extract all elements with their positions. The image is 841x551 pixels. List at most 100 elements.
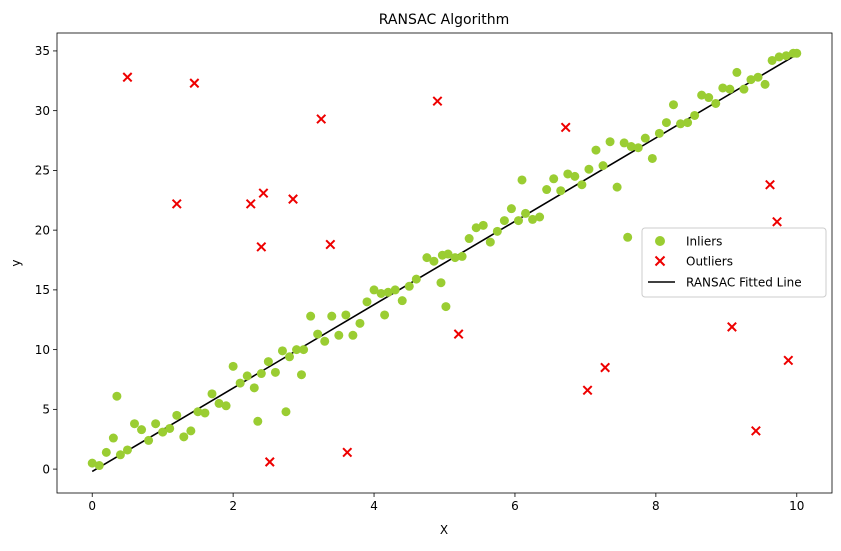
inlier-point bbox=[521, 208, 531, 218]
legend-outliers-marker bbox=[654, 255, 666, 267]
inlier-point bbox=[612, 182, 622, 192]
outlier-point bbox=[245, 198, 256, 209]
inlier-point bbox=[207, 389, 217, 399]
inlier-point bbox=[584, 164, 594, 174]
inlier-point bbox=[249, 383, 259, 393]
inlier-point bbox=[186, 426, 196, 436]
inlier-point bbox=[647, 153, 657, 163]
inlier-point bbox=[633, 143, 643, 153]
inlier-point bbox=[292, 345, 302, 355]
inlier-point bbox=[457, 251, 467, 261]
inlier-point bbox=[640, 133, 650, 143]
inlier-point bbox=[626, 142, 636, 152]
inlier-point bbox=[471, 223, 481, 233]
x-tick-label: 2 bbox=[229, 499, 237, 513]
inlier-point bbox=[690, 110, 700, 120]
outlier-point bbox=[288, 194, 298, 204]
inlier-point bbox=[774, 52, 784, 62]
inlier-point bbox=[270, 367, 280, 377]
outlier-point bbox=[342, 447, 353, 458]
inlier-point bbox=[200, 408, 210, 418]
inlier-point bbox=[718, 83, 728, 93]
inlier-point bbox=[327, 311, 337, 321]
outlier-point bbox=[325, 239, 336, 250]
inlier-point bbox=[499, 216, 509, 226]
inlier-point bbox=[753, 72, 763, 82]
legend-outliers-label: Outliers bbox=[686, 255, 733, 269]
outlier-point bbox=[453, 329, 464, 339]
y-tick-label: 30 bbox=[35, 104, 50, 118]
inlier-point bbox=[193, 407, 203, 417]
inlier-point bbox=[158, 427, 168, 437]
outlier-point bbox=[264, 457, 275, 467]
y-tick-label: 35 bbox=[35, 44, 50, 58]
legend: Inliers Outliers RANSAC Fitted Line bbox=[641, 227, 827, 298]
inlier-point bbox=[172, 410, 182, 420]
inlier-point bbox=[313, 329, 323, 339]
inlier-point bbox=[443, 249, 453, 259]
legend-line-label: RANSAC Fitted Line bbox=[686, 276, 802, 290]
inlier-point bbox=[101, 447, 111, 457]
y-axis-label: y bbox=[9, 259, 23, 266]
inlier-point bbox=[767, 55, 777, 65]
outlier-point bbox=[765, 179, 775, 190]
outlier-point bbox=[560, 122, 571, 133]
x-tick-label: 6 bbox=[511, 499, 519, 513]
inlier-point bbox=[151, 419, 161, 429]
inlier-point bbox=[214, 398, 224, 408]
x-tick-label: 8 bbox=[652, 499, 660, 513]
inlier-point bbox=[549, 174, 559, 184]
inlier-point bbox=[623, 232, 633, 242]
inlier-points bbox=[87, 48, 802, 471]
y-tick-label: 15 bbox=[35, 283, 50, 297]
outlier-point bbox=[256, 241, 267, 252]
inlier-point bbox=[528, 214, 538, 224]
y-tick-label: 10 bbox=[35, 343, 50, 357]
inlier-point bbox=[746, 75, 756, 85]
outlier-point bbox=[432, 96, 443, 107]
inlier-point bbox=[348, 330, 358, 340]
inlier-point bbox=[781, 51, 791, 61]
inlier-point bbox=[277, 346, 287, 356]
inlier-point bbox=[397, 296, 407, 306]
inlier-point bbox=[697, 90, 707, 100]
inlier-point bbox=[108, 433, 118, 443]
legend-inliers-label: Inliers bbox=[686, 235, 722, 249]
inlier-point bbox=[165, 423, 175, 433]
inlier-point bbox=[760, 79, 770, 89]
inlier-point bbox=[676, 119, 686, 129]
inlier-point bbox=[404, 281, 414, 291]
x-axis-ticks: 0 2 4 6 8 10 bbox=[88, 493, 804, 513]
inlier-point bbox=[87, 458, 97, 468]
inlier-point bbox=[506, 204, 516, 214]
inlier-point bbox=[517, 175, 527, 185]
outlier-point bbox=[316, 114, 327, 124]
inlier-point bbox=[228, 361, 238, 371]
inlier-point bbox=[355, 318, 365, 328]
inlier-point bbox=[235, 378, 245, 388]
inlier-point bbox=[422, 253, 432, 263]
inlier-point bbox=[144, 435, 154, 445]
inlier-point bbox=[436, 278, 446, 288]
inlier-point bbox=[341, 310, 351, 320]
inlier-point bbox=[256, 369, 266, 379]
inlier-point bbox=[285, 352, 294, 362]
inlier-point bbox=[281, 407, 291, 417]
inlier-point bbox=[299, 345, 309, 355]
y-tick-label: 20 bbox=[35, 223, 50, 237]
outlier-point bbox=[600, 362, 611, 373]
outlier-point bbox=[751, 425, 761, 436]
chart-title: RANSAC Algorithm bbox=[379, 12, 509, 28]
inlier-point bbox=[478, 220, 488, 230]
inlier-point bbox=[376, 288, 386, 298]
y-tick-label: 5 bbox=[42, 403, 50, 417]
inlier-point bbox=[619, 138, 629, 148]
outlier-point bbox=[727, 322, 737, 332]
inlier-point bbox=[122, 445, 132, 455]
inlier-point bbox=[739, 84, 749, 94]
inlier-point bbox=[485, 237, 495, 247]
inlier-point bbox=[605, 137, 615, 147]
outlier-point bbox=[783, 355, 794, 366]
x-tick-label: 10 bbox=[789, 499, 804, 513]
